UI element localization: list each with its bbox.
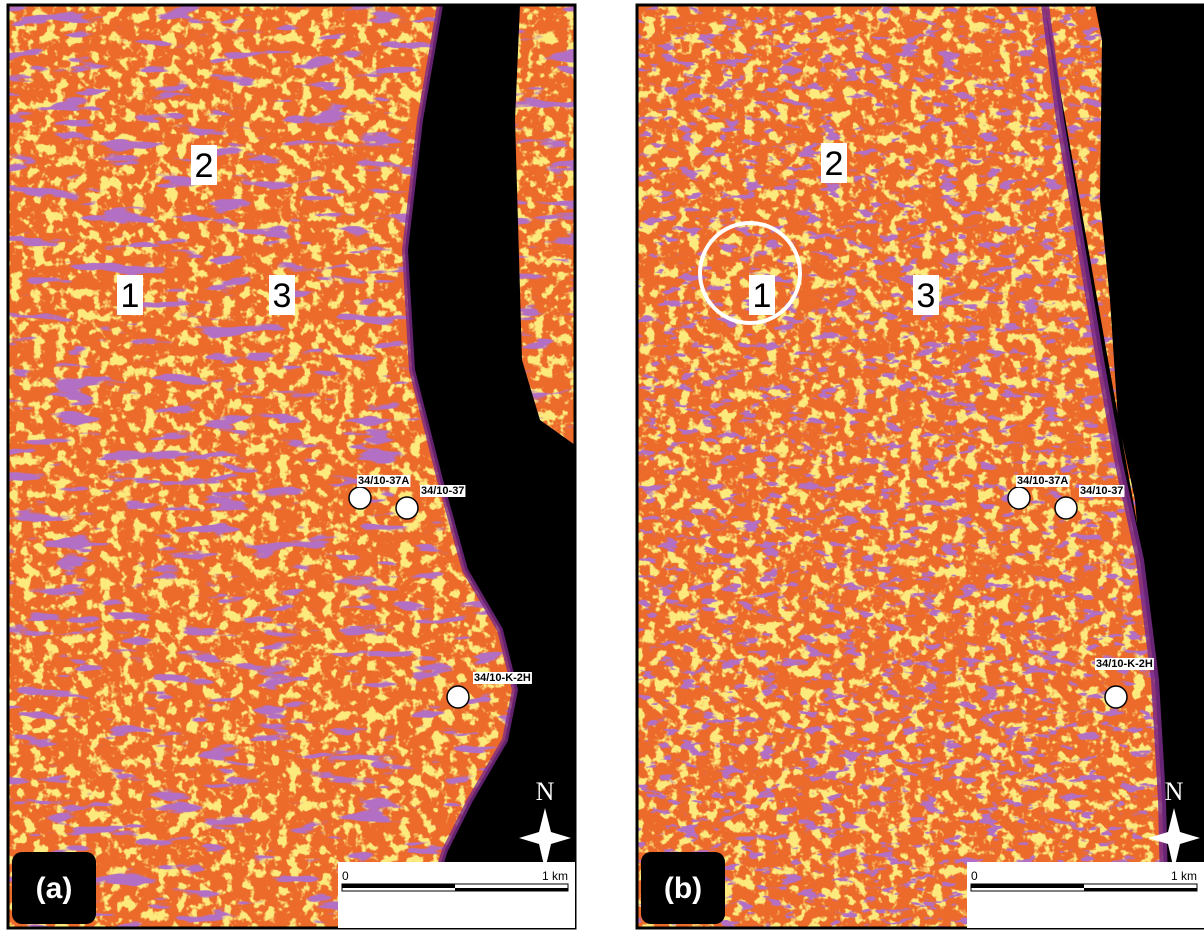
zone-label: 1: [121, 277, 140, 315]
zone-label: 1: [753, 277, 772, 315]
scale-end: 1 km: [542, 869, 568, 883]
well-marker: [396, 497, 418, 519]
figure: 1 2 3 34/10-37A 34/10-37 34/10-K-2H (a) N 0 1 km 1…: [0, 0, 1204, 933]
panel-label: (a): [36, 872, 73, 905]
north-label: N: [536, 777, 555, 806]
well-label: 34/10-K-2H: [474, 672, 531, 684]
north-label: N: [1165, 777, 1184, 806]
zone-label: 3: [917, 277, 936, 315]
well-marker: [447, 686, 469, 708]
well-marker: [1055, 497, 1077, 519]
scale-bar-segment: [342, 884, 455, 888]
scale-bar-segment: [1084, 888, 1197, 891]
well-label: 34/10-37: [1080, 485, 1123, 497]
well-label: 34/10-37: [421, 485, 464, 497]
well-label: 34/10-37A: [1017, 475, 1068, 487]
well-marker: [349, 487, 371, 509]
zone-label: 2: [195, 147, 214, 185]
scale-bar-segment: [971, 884, 1084, 888]
zone-label: 3: [273, 277, 292, 315]
scale-bar-segment: [455, 888, 568, 891]
scale-start: 0: [971, 869, 978, 883]
panel-a-image: [8, 5, 575, 928]
scale-end: 1 km: [1171, 869, 1197, 883]
panel-b-image: [637, 5, 1204, 928]
well-marker: [1105, 686, 1127, 708]
panel-label: (b): [664, 872, 702, 905]
well-label: 34/10-37A: [358, 475, 409, 487]
zone-label: 2: [825, 145, 844, 183]
scale-box: [338, 862, 575, 928]
well-label: 34/10-K-2H: [1096, 658, 1153, 670]
well-marker: [1008, 487, 1030, 509]
scale-box: [967, 862, 1204, 928]
page: 1 2 3 34/10-37A 34/10-37 34/10-K-2H (a) N 0 1 km 1…: [0, 0, 1204, 933]
scale-start: 0: [342, 869, 349, 883]
